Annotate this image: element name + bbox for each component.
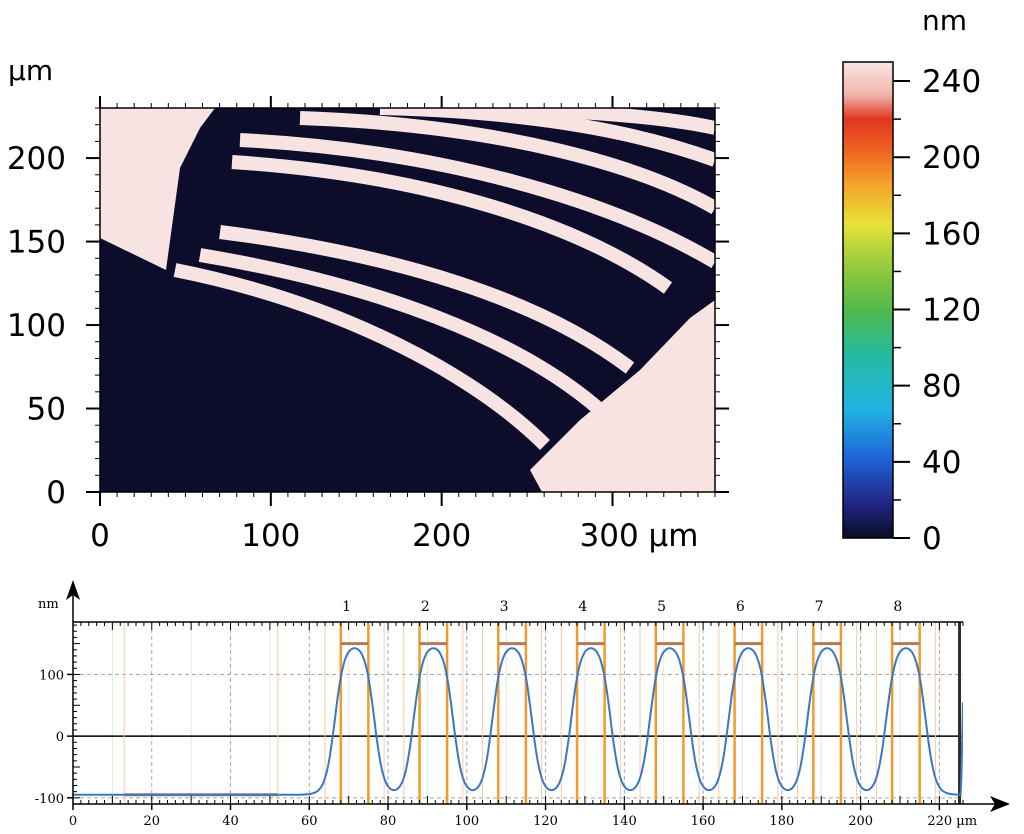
finger-3 xyxy=(198,248,605,416)
profile-chart: 0 20 40 60 80 100 120 140 160 180 200 220 µm -100 0 10… xyxy=(35,580,1010,829)
profile-y-tick-label: 100 xyxy=(39,668,64,683)
colorbar-unit: nm xyxy=(922,4,967,37)
finger-5 xyxy=(239,133,715,269)
colorbar-tick-label: 0 xyxy=(922,521,942,557)
colorbar-tick-label: 40 xyxy=(922,445,961,481)
colorbar-axis: 0 40 80 120 160 200 240 xyxy=(893,64,981,557)
profile-x-tick-label: 20 xyxy=(143,814,160,829)
map-pattern xyxy=(100,108,715,492)
profile-line xyxy=(73,647,963,796)
map-x-tick-label: 100 xyxy=(241,518,300,554)
map-y-tick-label: 0 xyxy=(46,475,66,511)
profile-x-tick-label: 60 xyxy=(301,814,318,829)
finger-7 xyxy=(379,108,715,167)
colorbar-tick-label: 160 xyxy=(922,216,981,252)
step-label: 2 xyxy=(421,599,430,615)
finger-6 xyxy=(299,111,715,215)
colorbar: nm 0 40 80 120 160 200 240 xyxy=(842,4,981,557)
x-axis-arrow-icon xyxy=(990,796,1010,812)
map-axes: 0 100 200 300 µm 0 50 100 150 200 xyxy=(7,96,729,554)
profile-x-tick-label: 100 xyxy=(454,814,479,829)
step-label: 6 xyxy=(736,599,745,615)
profile-x-tick-label: 80 xyxy=(380,814,397,829)
finger-1 xyxy=(231,155,673,294)
step-label: 4 xyxy=(578,599,587,615)
finger-2 xyxy=(219,225,635,374)
map-x-tick-label: 0 xyxy=(90,518,110,554)
colorbar-gradient xyxy=(842,61,894,539)
map-y-tick-label: 100 xyxy=(7,308,66,344)
step-label: 1 xyxy=(342,599,351,615)
height-map: 0 100 200 300 µm 0 50 100 150 200 µm xyxy=(7,54,729,554)
finger-4 xyxy=(173,263,550,450)
profile-axes: 0 20 40 60 80 100 120 140 160 180 200 220 µm -100 0 10… xyxy=(35,580,1010,829)
step-label: 8 xyxy=(893,599,902,615)
colorbar-tick-label: 240 xyxy=(922,64,981,100)
colorbar-tick-label: 80 xyxy=(922,369,961,405)
map-y-tick-label: 150 xyxy=(7,225,66,261)
profile-y-label: nm xyxy=(38,597,59,612)
step-label: 5 xyxy=(657,599,666,615)
finger-8 xyxy=(469,108,715,135)
map-y-tick-label: 50 xyxy=(27,392,66,428)
y-axis-arrow-icon xyxy=(66,580,80,600)
profile-x-tick-label: 180 xyxy=(769,814,794,829)
profile-x-tick-label: 120 xyxy=(533,814,558,829)
profile-x-tick-label: 160 xyxy=(691,814,716,829)
profile-x-tick-label: 220 µm xyxy=(927,814,977,829)
map-y-unit: µm xyxy=(8,54,53,87)
profile-x-tick-label: 0 xyxy=(69,814,77,829)
step-label: 3 xyxy=(500,599,509,615)
step-labels: 1 2 3 4 5 6 7 8 xyxy=(342,599,902,615)
profile-x-tick-label: 40 xyxy=(222,814,239,829)
map-y-tick-label: 200 xyxy=(7,141,66,177)
profile-x-tick-label: 140 xyxy=(612,814,637,829)
step-label: 7 xyxy=(815,599,824,615)
profile-end-marker xyxy=(958,622,962,804)
map-x-tick-label: 300 µm xyxy=(580,518,699,554)
pad-upper-left xyxy=(100,108,215,270)
profile-y-tick-label: -100 xyxy=(35,792,64,807)
map-x-tick-label: 200 xyxy=(412,518,471,554)
colorbar-tick-label: 200 xyxy=(922,140,981,176)
colorbar-tick-label: 120 xyxy=(922,293,981,329)
pad-lower-right xyxy=(530,300,715,492)
profile-x-tick-label: 200 xyxy=(848,814,873,829)
profile-y-tick-label: 0 xyxy=(56,730,64,745)
